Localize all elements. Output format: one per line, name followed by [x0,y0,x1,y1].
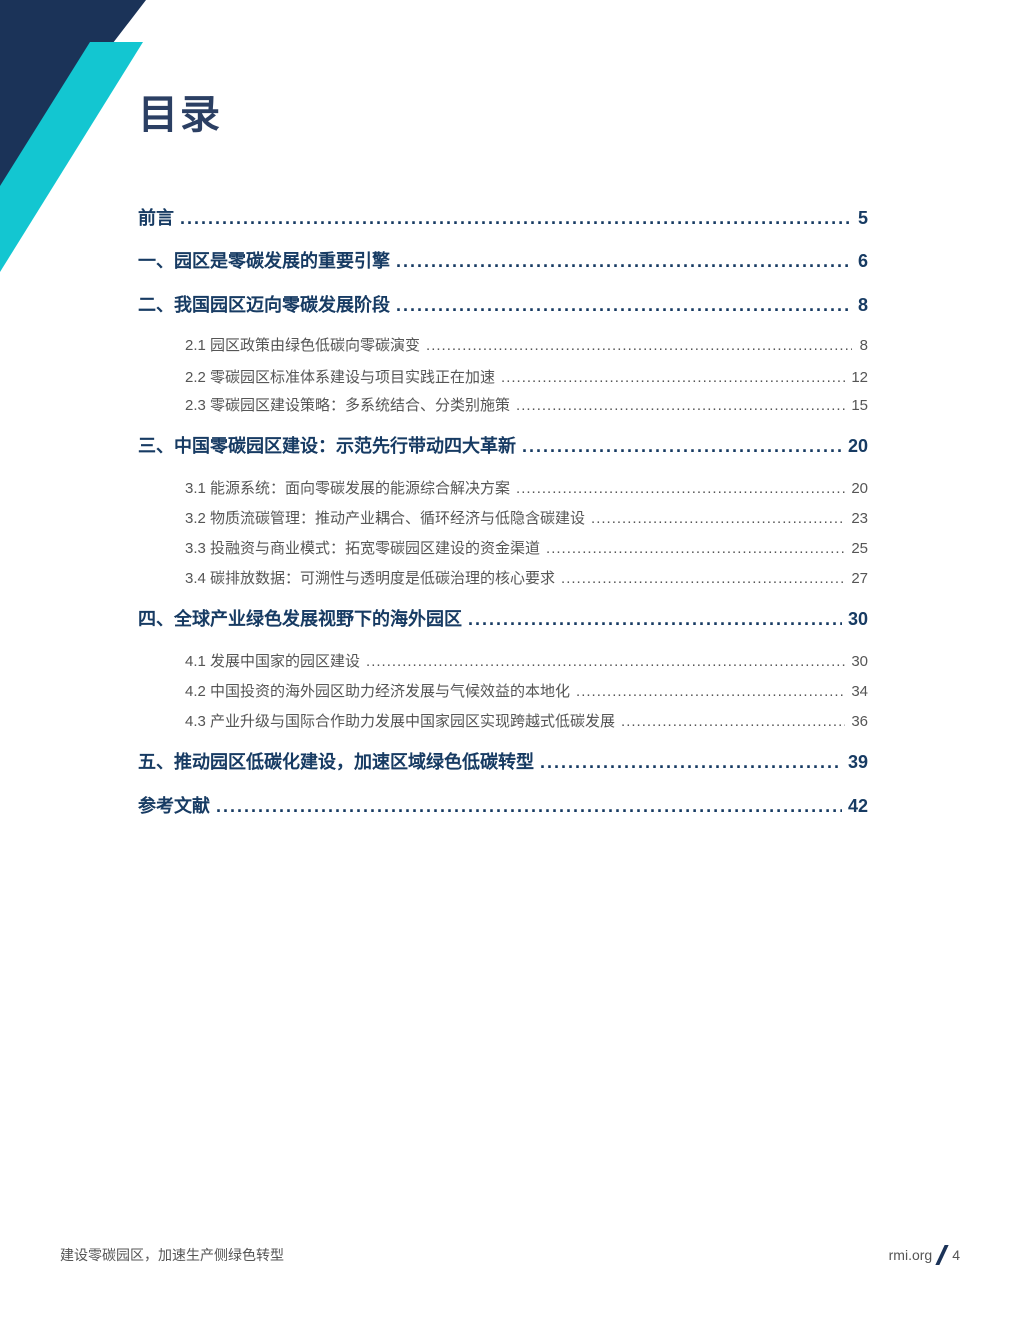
toc-entry-label: 前言 [138,208,174,228]
toc-entry-page: 20 [847,436,868,456]
toc-entry[interactable]: 一、园区是零碳发展的重要引擎 6 [138,247,868,273]
toc-entry-page: 15 [851,397,868,414]
toc-entry[interactable]: 2.1 园区政策由绿色低碳向零碳演变 8 [185,334,868,355]
toc-entry-page: 23 [851,510,868,527]
toc-entry[interactable]: 4.1 发展中国家的园区建设 30 [185,650,868,671]
toc-entry[interactable]: 3.4 碳排放数据：可溯性与透明度是低碳治理的核心要求 27 [185,567,868,588]
toc-entry-label: 3.3 投融资与商业模式：拓宽零碳园区建设的资金渠道 [185,540,541,557]
toc-entry-page: 39 [847,752,868,772]
toc-entry-page: 36 [851,713,868,730]
toc-entry[interactable]: 前言 5 [138,204,868,230]
toc-entry-page: 20 [851,480,868,497]
toc-entry-label: 3.4 碳排放数据：可溯性与透明度是低碳治理的核心要求 [185,570,556,587]
dot-leader [522,436,842,457]
toc-entry[interactable]: 4.3 产业升级与国际合作助力发展中国家园区实现跨越式低碳发展 36 [185,710,868,731]
toc-entry[interactable]: 2.3 零碳园区建设策略：多系统结合、分类别施策 15 [185,394,868,415]
toc-entry-page: 5 [857,208,868,228]
toc-entry-page: 8 [859,337,868,354]
toc-entry[interactable]: 2.2 零碳园区标准体系建设与项目实践正在加速 12 [185,366,868,387]
toc-entry-page: 12 [851,369,868,386]
dot-leader [216,796,842,817]
toc-entry[interactable]: 3.3 投融资与商业模式：拓宽零碳园区建设的资金渠道 25 [185,537,868,558]
toc-entry-label: 四、全球产业绿色发展视野下的海外园区 [138,609,462,629]
toc-entry-label: 一、园区是零碳发展的重要引擎 [138,251,390,271]
dot-leader [546,540,845,557]
page-title: 目录 [138,93,222,137]
toc-entry-page: 42 [847,796,868,816]
dot-leader [576,683,845,700]
dot-leader [516,480,845,497]
toc-entry[interactable]: 五、推动园区低碳化建设，加速区域绿色低碳转型 39 [138,748,868,774]
dot-leader [180,208,852,229]
toc-entry-label: 参考文献 [138,796,210,816]
toc-entry[interactable]: 4.2 中国投资的海外园区助力经济发展与气候效益的本地化 34 [185,680,868,701]
footer-doc-title: 建设零碳园区，加速生产侧绿色转型 [60,1247,284,1263]
toc-entry-label: 3.1 能源系统：面向零碳发展的能源综合解决方案 [185,480,511,497]
dot-leader [426,337,852,354]
toc-entry-label: 三、中国零碳园区建设：示范先行带动四大革新 [138,436,516,456]
toc-entry[interactable]: 四、全球产业绿色发展视野下的海外园区 30 [138,605,868,631]
footer-right: rmi.org 4 [889,1245,960,1265]
toc-entry[interactable]: 三、中国零碳园区建设：示范先行带动四大革新 20 [138,432,868,458]
toc-entry-label: 五、推动园区低碳化建设，加速区域绿色低碳转型 [138,752,534,772]
toc-entry-label: 4.2 中国投资的海外园区助力经济发展与气候效益的本地化 [185,683,571,700]
toc-entry-label: 4.3 产业升级与国际合作助力发展中国家园区实现跨越式低碳发展 [185,713,616,730]
toc-entry[interactable]: 参考文献 42 [138,792,868,818]
toc-entry-page: 27 [851,570,868,587]
dot-leader [396,295,852,316]
dot-leader [366,653,845,670]
toc-entry-page: 30 [847,609,868,629]
dot-leader [516,397,845,414]
toc-entry-page: 25 [851,540,868,557]
dot-leader [621,713,845,730]
dot-leader [501,369,845,386]
toc-entry-page: 6 [857,251,868,271]
toc-entry-label: 2.1 园区政策由绿色低碳向零碳演变 [185,337,421,354]
toc-entry-page: 8 [857,295,868,315]
toc-entry[interactable]: 二、我国园区迈向零碳发展阶段 8 [138,291,868,317]
toc-entry-label: 2.3 零碳园区建设策略：多系统结合、分类别施策 [185,397,511,414]
toc-entry-label: 二、我国园区迈向零碳发展阶段 [138,295,390,315]
toc-entry-label: 2.2 零碳园区标准体系建设与项目实践正在加速 [185,369,496,386]
toc-entry[interactable]: 3.2 物质流碳管理：推动产业耦合、循环经济与低隐含碳建设 23 [185,507,868,528]
dot-leader [591,510,845,527]
toc-entry-page: 30 [851,653,868,670]
toc-entry-page: 34 [851,683,868,700]
footer-site[interactable]: rmi.org [888,1247,933,1263]
corner-decoration [0,0,146,272]
dot-leader [468,609,842,630]
cyan-stripe [0,42,143,272]
toc-entry-label: 4.1 发展中国家的园区建设 [185,653,361,670]
footer-page-number: 4 [952,1247,960,1263]
dot-leader [540,752,842,773]
dot-leader [561,570,845,587]
slash-icon [935,1245,949,1265]
dot-leader [396,251,852,272]
toc-entry[interactable]: 3.1 能源系统：面向零碳发展的能源综合解决方案 20 [185,477,868,498]
toc-entry-label: 3.2 物质流碳管理：推动产业耦合、循环经济与低隐含碳建设 [185,510,586,527]
